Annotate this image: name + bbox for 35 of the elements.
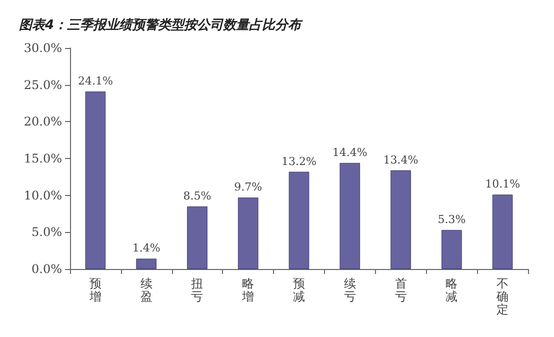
x-tick-label: 略减 (446, 276, 458, 304)
bar (85, 91, 106, 269)
x-tick-label: 扭亏 (191, 276, 204, 304)
data-label: 14.4% (332, 146, 368, 159)
y-tick-label: 10.0% (24, 188, 62, 202)
x-tick-label: 预减 (293, 276, 305, 304)
data-label: 10.1% (485, 178, 520, 191)
y-tick-label: 20.0% (24, 114, 62, 129)
bar (136, 258, 157, 269)
bar (340, 162, 360, 269)
bar (390, 170, 411, 269)
x-tick-label: 续亏 (344, 276, 356, 304)
bar (441, 230, 462, 269)
data-label: 5.3% (438, 212, 466, 226)
data-label: 9.7% (234, 180, 262, 194)
y-tick-label: 15.0% (24, 152, 62, 166)
data-label: 13.4% (383, 153, 418, 166)
x-tick-label: 不确定 (496, 276, 509, 316)
x-tick-label: 预增 (88, 276, 102, 304)
x-tick-label: 续盈 (140, 276, 152, 304)
data-label: 24.1% (78, 74, 113, 88)
chart-title: 图表4：三季报业绩预警类型按公司数量占比分布 (19, 17, 304, 33)
x-tick-label: 首亏 (394, 276, 407, 304)
data-label: 8.5% (183, 189, 212, 202)
y-tick-label: 5.0% (32, 225, 62, 240)
y-tick-label: 30.0% (24, 41, 62, 55)
bar (187, 206, 208, 269)
data-label: 1.4% (132, 242, 160, 255)
bar (492, 194, 513, 269)
y-tick-label: 25.0% (24, 78, 62, 92)
bar (238, 198, 258, 269)
x-tick-label: 略增 (241, 276, 254, 304)
bar (288, 172, 310, 269)
data-label: 13.2% (282, 154, 316, 168)
y-tick-label: 0.0% (32, 262, 62, 276)
